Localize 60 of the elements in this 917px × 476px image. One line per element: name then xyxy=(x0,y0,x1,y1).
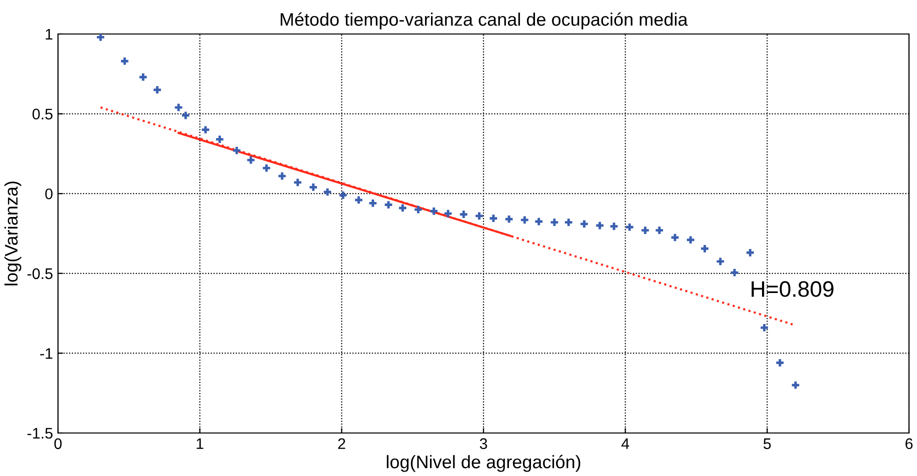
x-tick-label: 6 xyxy=(906,438,913,450)
y-tick-label: -1.5 xyxy=(27,428,52,439)
point xyxy=(182,112,190,120)
point xyxy=(294,178,302,186)
point xyxy=(369,200,377,207)
x-tick-label: 5 xyxy=(764,438,771,450)
point xyxy=(776,359,784,366)
point xyxy=(233,146,240,154)
point xyxy=(384,201,392,208)
point xyxy=(596,222,604,230)
point xyxy=(550,218,558,226)
y-axis-title: log(Varianza) xyxy=(4,182,22,286)
point xyxy=(642,226,649,234)
point xyxy=(580,220,588,228)
x-tick-label: 0 xyxy=(54,438,62,450)
point xyxy=(216,136,224,144)
x-tick-label: 4 xyxy=(621,438,630,449)
x-tick-label: 2 xyxy=(338,438,346,449)
point xyxy=(686,236,694,244)
point xyxy=(505,215,513,223)
point xyxy=(247,156,255,164)
point xyxy=(564,218,572,226)
point xyxy=(716,258,724,266)
point xyxy=(120,57,128,65)
point xyxy=(730,268,738,276)
point xyxy=(96,34,104,41)
point xyxy=(490,214,498,222)
point xyxy=(535,218,542,226)
y-tick-label: 0.5 xyxy=(32,108,52,120)
point xyxy=(414,206,422,214)
y-tick-label: 0 xyxy=(45,188,53,200)
point xyxy=(460,210,468,218)
point xyxy=(339,192,347,199)
point xyxy=(520,216,528,224)
point xyxy=(760,324,768,332)
point xyxy=(792,381,800,389)
point xyxy=(355,196,362,204)
point xyxy=(310,184,317,191)
chart-title: Método tiempo-varianza canal de ocupación media xyxy=(280,12,688,30)
point xyxy=(202,126,210,134)
point xyxy=(139,73,147,81)
x-tick-label: 1 xyxy=(196,438,204,449)
y-tick-label: -1 xyxy=(40,348,52,359)
y-tick-label: 1 xyxy=(46,29,52,40)
point xyxy=(610,222,618,230)
point xyxy=(656,226,664,234)
point xyxy=(174,104,182,112)
point xyxy=(430,207,438,215)
point xyxy=(278,172,286,180)
annotation: H=0.809 xyxy=(752,281,834,297)
point xyxy=(701,244,708,252)
y-tick-label: -0.5 xyxy=(27,268,52,280)
point xyxy=(746,248,754,256)
point xyxy=(398,204,406,212)
point xyxy=(444,210,452,218)
x-tick-label: 3 xyxy=(480,438,488,450)
point xyxy=(154,86,161,94)
point xyxy=(476,212,483,220)
point xyxy=(626,223,634,231)
x-axis-title: log(Nivel de agregación) xyxy=(386,454,580,472)
